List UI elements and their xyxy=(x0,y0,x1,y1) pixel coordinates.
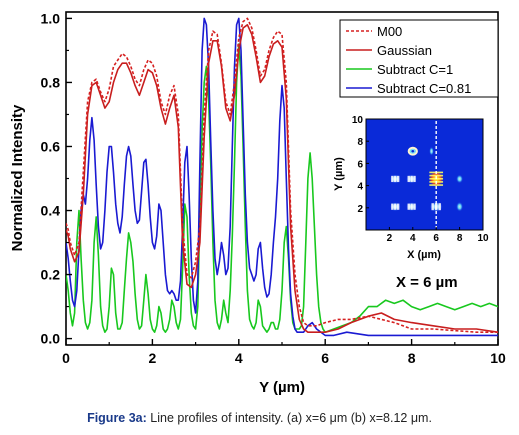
inset-spot-dim xyxy=(456,174,464,184)
y-tick-label: 0.4 xyxy=(41,203,61,219)
series-line-gaussian xyxy=(66,23,498,334)
series-line-m00 xyxy=(66,17,498,334)
legend: M00 Gaussian Subtract C=1 Subtract C=0.81 xyxy=(339,19,499,98)
series-line-subtract-c-1 xyxy=(66,43,498,334)
legend-items: M00 Gaussian Subtract C=1 Subtract C=0.81 xyxy=(346,24,471,96)
legend-label: Subtract C=0.81 xyxy=(377,81,471,96)
inset-background xyxy=(365,118,484,231)
y-tick-label: 0.0 xyxy=(41,331,61,347)
inset-axes: 2 4 6 8 10 2 4 6 8 10 xyxy=(352,115,489,244)
inset-y-label: Y (µm) xyxy=(333,157,345,191)
legend-label: Subtract C=1 xyxy=(377,62,453,77)
inset-spot-ring xyxy=(406,146,419,157)
series-line-subtract-c-0-81 xyxy=(66,17,498,337)
series-layer xyxy=(66,17,498,337)
inset-y-tick-label: 6 xyxy=(357,159,363,170)
x-tick-label: 8 xyxy=(408,350,416,366)
inset-heatmap: 2 4 6 8 10 2 4 6 8 10 X (µm) Y (µm) xyxy=(333,115,489,261)
inset-spot-dim xyxy=(456,201,464,212)
y-tick-label: 1.0 xyxy=(41,10,61,26)
inset-spot-bars xyxy=(389,174,401,184)
inset-spot-bars xyxy=(406,202,417,212)
y-tick-label: 0.6 xyxy=(41,138,61,154)
legend-box xyxy=(339,19,499,98)
legend-label: M00 xyxy=(377,24,402,39)
inset-x-tick-label: 10 xyxy=(477,233,489,244)
x-axis-label: Y (µm) xyxy=(259,379,305,396)
caption-text: Line profiles of intensity. (a) x=6 μm (… xyxy=(146,411,432,425)
x-tick-label: 6 xyxy=(321,350,329,366)
caption-label: Figure 3a: xyxy=(87,411,147,425)
x-tick-label: 0 xyxy=(62,350,70,366)
x-tick-label: 10 xyxy=(490,350,506,366)
inset-x-tick-label: 8 xyxy=(457,233,463,244)
inset-x-tick-label: 2 xyxy=(387,233,393,244)
legend-label: Gaussian xyxy=(377,43,432,58)
x-tick-label: 2 xyxy=(149,350,157,366)
inset-y-tick-label: 10 xyxy=(352,115,364,126)
inset-spot-bars xyxy=(389,202,401,212)
inset-spot-bars xyxy=(406,174,417,184)
y-tick-label: 0.2 xyxy=(41,267,61,283)
inset-y-tick-label: 8 xyxy=(357,137,363,148)
axes-layer: 0 2 4 6 8 10 0.0 0.2 0.4 0.6 0.8 1.0 xyxy=(41,10,506,366)
inset-y-tick-label: 4 xyxy=(357,182,363,193)
inset-x-tick-label: 4 xyxy=(410,233,416,244)
figure-caption: Figure 3a: Line profiles of intensity. (… xyxy=(0,411,519,425)
inset-x-tick-label: 6 xyxy=(433,233,439,244)
inset-y-tick-label: 2 xyxy=(357,204,363,215)
line-profile-chart: 0 2 4 6 8 10 0.0 0.2 0.4 0.6 0.8 1.0 Y (µm) Normali… xyxy=(9,10,506,396)
y-tick-label: 0.8 xyxy=(41,74,61,90)
inset-x-label: X (µm) xyxy=(407,249,441,261)
inset-spot-dim xyxy=(429,146,434,156)
y-axis-label: Normalized Intensity xyxy=(9,104,26,251)
x-tick-label: 4 xyxy=(235,350,243,366)
annotation-label: X = 6 µm xyxy=(396,274,458,291)
